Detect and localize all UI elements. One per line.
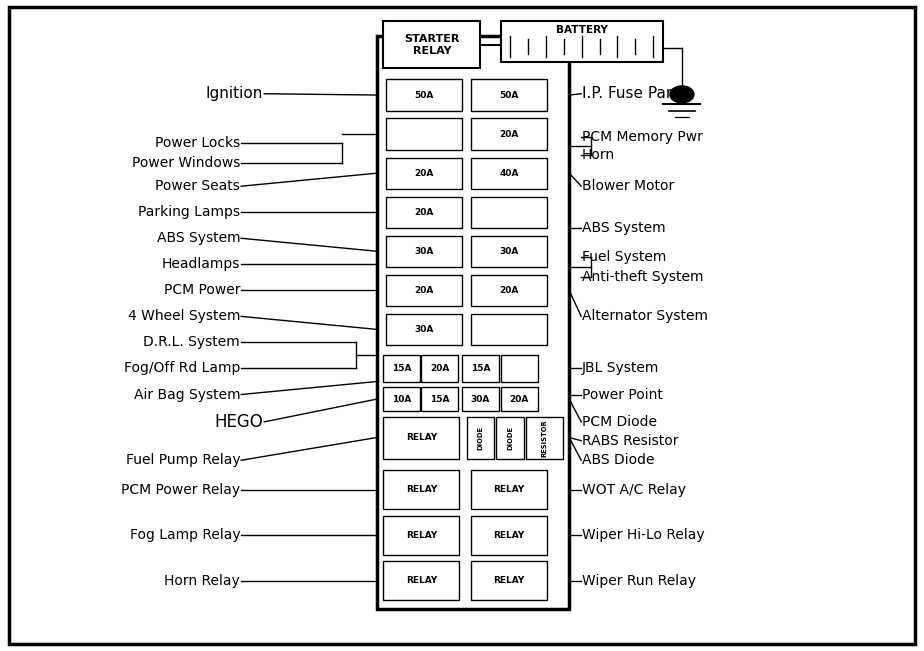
Text: Power Windows: Power Windows (132, 156, 240, 170)
Bar (526, 417, 563, 459)
Text: 15A: 15A (430, 395, 450, 404)
Text: JBL System: JBL System (582, 361, 660, 376)
Text: Blower Motor: Blower Motor (582, 179, 675, 193)
Text: 30A: 30A (415, 325, 433, 334)
Text: 30A: 30A (415, 247, 433, 256)
Circle shape (670, 86, 694, 103)
Text: Power Seats: Power Seats (155, 179, 240, 193)
Text: 50A: 50A (415, 90, 433, 100)
Text: Wiper Run Relay: Wiper Run Relay (582, 574, 696, 588)
Bar (383, 387, 420, 411)
Bar (471, 79, 547, 111)
Bar (471, 118, 547, 150)
Text: PCM Power Relay: PCM Power Relay (121, 482, 240, 497)
Text: 50A: 50A (500, 90, 518, 100)
Text: Alternator System: Alternator System (582, 309, 708, 324)
Bar (471, 314, 547, 345)
Bar (386, 118, 462, 150)
Text: Ignition: Ignition (206, 86, 263, 102)
Text: PCM Diode: PCM Diode (582, 415, 657, 429)
Text: Horn Relay: Horn Relay (164, 574, 240, 588)
Text: BATTERY: BATTERY (555, 25, 608, 35)
Text: D.R.L. System: D.R.L. System (143, 335, 240, 350)
Text: Fog/Off Rd Lamp: Fog/Off Rd Lamp (124, 361, 240, 376)
Text: Wiper Hi-Lo Relay: Wiper Hi-Lo Relay (582, 528, 705, 542)
Bar (386, 79, 462, 111)
Text: 20A: 20A (431, 364, 449, 373)
Text: PCM Power: PCM Power (164, 283, 240, 298)
Text: 30A: 30A (471, 395, 490, 404)
Bar (462, 355, 499, 382)
Text: 20A: 20A (415, 286, 433, 295)
Text: Air Bag System: Air Bag System (134, 387, 240, 402)
Text: 20A: 20A (500, 286, 518, 295)
Text: 20A: 20A (500, 130, 518, 139)
Text: 4 Wheel System: 4 Wheel System (128, 309, 240, 324)
Text: 15A: 15A (470, 364, 491, 373)
Bar (467, 417, 494, 459)
Text: PCM Memory Pwr: PCM Memory Pwr (582, 130, 703, 144)
Text: ABS System: ABS System (156, 231, 240, 245)
Text: Horn: Horn (582, 148, 615, 162)
Bar (383, 355, 420, 382)
Text: Fog Lamp Relay: Fog Lamp Relay (129, 528, 240, 542)
Text: RELAY: RELAY (493, 485, 525, 494)
Bar (377, 36, 569, 609)
Bar (501, 387, 538, 411)
Bar (471, 275, 547, 306)
Bar (421, 355, 458, 382)
Bar (386, 314, 462, 345)
Bar (501, 21, 663, 62)
Text: Power Point: Power Point (582, 387, 663, 402)
Text: 15A: 15A (392, 364, 412, 373)
Text: Power Locks: Power Locks (155, 136, 240, 150)
Text: DIODE: DIODE (478, 426, 483, 450)
Text: 10A: 10A (393, 395, 411, 404)
Bar (471, 158, 547, 189)
Bar (386, 275, 462, 306)
Text: RELAY: RELAY (406, 434, 437, 442)
Text: 30A: 30A (500, 247, 518, 256)
Text: RELAY: RELAY (406, 485, 437, 494)
Bar (383, 470, 459, 509)
Bar (383, 561, 459, 600)
Bar (462, 387, 499, 411)
Text: DIODE: DIODE (507, 426, 513, 450)
Text: RESISTOR: RESISTOR (541, 419, 547, 456)
Text: 20A: 20A (415, 169, 433, 178)
Text: ABS System: ABS System (582, 221, 666, 235)
Bar (383, 417, 459, 459)
Bar (383, 516, 459, 555)
Bar (471, 197, 547, 228)
Text: RELAY: RELAY (493, 576, 525, 585)
Text: RABS Resistor: RABS Resistor (582, 434, 678, 448)
Text: 20A: 20A (415, 208, 433, 217)
Text: Parking Lamps: Parking Lamps (139, 205, 240, 219)
Text: 20A: 20A (510, 395, 529, 404)
Text: Fuel System: Fuel System (582, 250, 666, 264)
Bar (471, 470, 547, 509)
Bar (496, 417, 524, 459)
Text: STARTER
RELAY: STARTER RELAY (405, 34, 459, 56)
Bar (471, 561, 547, 600)
Text: 40A: 40A (499, 169, 519, 178)
Text: WOT A/C Relay: WOT A/C Relay (582, 482, 687, 497)
Bar (383, 21, 480, 68)
Bar (421, 387, 458, 411)
Text: RELAY: RELAY (406, 531, 437, 540)
Bar (471, 236, 547, 267)
Text: ABS Diode: ABS Diode (582, 453, 654, 467)
Bar (386, 197, 462, 228)
Text: Fuel Pump Relay: Fuel Pump Relay (126, 453, 240, 467)
Bar (386, 236, 462, 267)
Text: RELAY: RELAY (406, 576, 437, 585)
Text: RELAY: RELAY (493, 531, 525, 540)
Text: Headlamps: Headlamps (162, 257, 240, 271)
Text: I.P. Fuse Panel: I.P. Fuse Panel (582, 86, 689, 102)
Text: Anti-theft System: Anti-theft System (582, 270, 703, 284)
Bar (501, 355, 538, 382)
Bar (386, 158, 462, 189)
Bar (471, 516, 547, 555)
Text: HEGO: HEGO (214, 413, 263, 431)
